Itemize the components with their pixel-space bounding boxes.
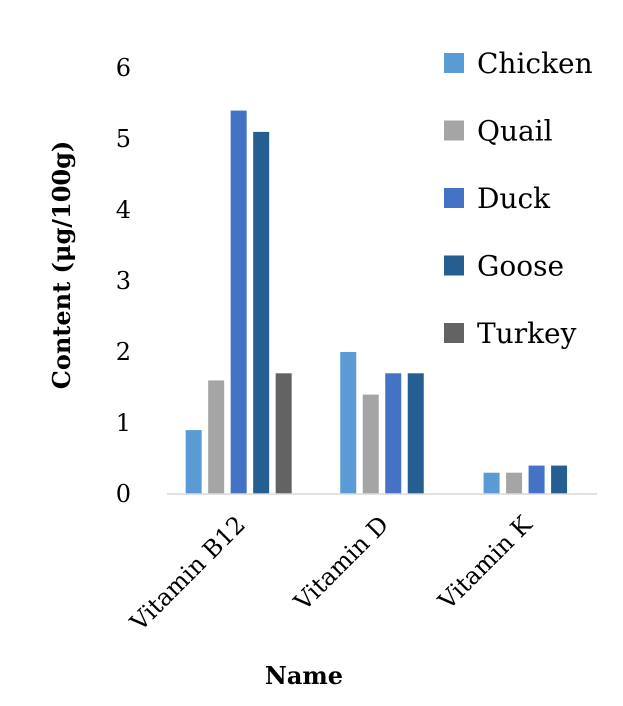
legend-label-duck: Duck <box>477 182 551 215</box>
legend-label-chicken: Chicken <box>477 47 593 80</box>
y-tick-label: 0 <box>116 480 131 508</box>
bar-goose-vitamin-d <box>407 373 424 494</box>
legend-label-quail: Quail <box>477 115 553 148</box>
y-tick-label: 3 <box>116 267 131 295</box>
y-tick-label: 1 <box>116 409 131 437</box>
bar-quail-vitamin-b12 <box>208 380 225 494</box>
bars <box>185 110 568 494</box>
bar-turkey-vitamin-b12 <box>275 373 292 494</box>
bar-duck-vitamin-d <box>385 373 402 494</box>
x-tick-label: Vitamin B12 <box>124 510 251 637</box>
bar-quail-vitamin-d <box>362 394 379 494</box>
x-axis-title: Name <box>265 661 343 690</box>
legend-label-goose: Goose <box>477 250 564 283</box>
bar-chicken-vitamin-b12 <box>185 430 202 494</box>
legend-swatch-duck <box>444 188 464 208</box>
x-tick-label: Vitamin K <box>432 510 538 616</box>
legend-swatch-turkey <box>444 323 464 343</box>
y-tick-label: 5 <box>116 125 131 153</box>
y-axis-ticks: 0 1 2 3 4 5 6 <box>116 54 131 508</box>
bar-duck-vitamin-b12 <box>230 110 247 494</box>
x-axis-ticks: Vitamin B12 Vitamin D Vitamin K <box>124 510 538 637</box>
legend-swatch-chicken <box>444 53 464 73</box>
bar-chicken-vitamin-d <box>340 352 357 494</box>
legend-label-turkey: Turkey <box>477 317 577 350</box>
bar-goose-vitamin-b12 <box>253 131 270 494</box>
bar-quail-vitamin-k <box>506 472 523 494</box>
bar-duck-vitamin-k <box>528 465 545 494</box>
y-tick-label: 4 <box>116 196 131 224</box>
y-axis-title: Content (μg/100g) <box>47 141 76 390</box>
x-tick-label: Vitamin D <box>288 510 394 616</box>
legend: Chicken Quail Duck Goose Turkey <box>444 47 593 350</box>
bar-goose-vitamin-k <box>551 465 568 494</box>
legend-swatch-goose <box>444 255 464 276</box>
y-tick-label: 6 <box>116 54 131 82</box>
legend-swatch-quail <box>444 120 464 141</box>
y-tick-label: 2 <box>116 338 131 366</box>
bar-chicken-vitamin-k <box>483 472 500 494</box>
